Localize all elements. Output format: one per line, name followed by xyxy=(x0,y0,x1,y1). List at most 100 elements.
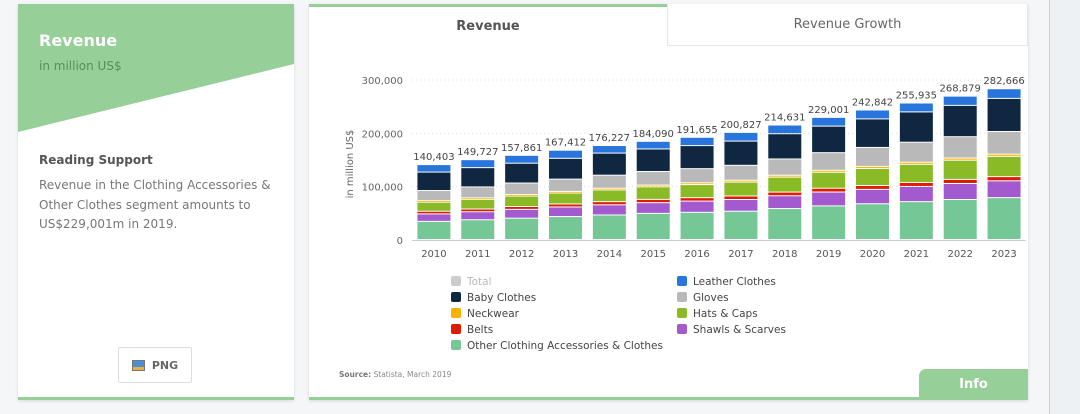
bar-segment xyxy=(812,117,846,126)
banner-shape xyxy=(18,4,294,132)
tab-revenue-growth[interactable]: Revenue Growth xyxy=(667,4,1028,46)
bar-segment xyxy=(943,158,977,160)
bar-segment xyxy=(812,206,846,239)
bar-segment xyxy=(592,190,626,202)
total-data-label: 200,827 xyxy=(720,120,761,131)
bar-segment xyxy=(724,180,758,182)
bar-segment xyxy=(987,156,1021,177)
source-label: Source: xyxy=(339,370,372,379)
png-download-button[interactable]: PNG xyxy=(118,347,192,383)
bar-segment xyxy=(724,200,758,211)
bar-segment xyxy=(899,186,933,202)
bar-segment xyxy=(549,217,582,239)
x-tick-label: 2017 xyxy=(728,249,753,260)
bar-segment xyxy=(856,166,889,168)
bar-segment xyxy=(549,179,582,191)
legend-swatch xyxy=(451,340,461,350)
bar-segment xyxy=(768,209,802,239)
bar-segment xyxy=(943,179,977,183)
bar-segment xyxy=(636,199,670,203)
legend-swatch xyxy=(677,308,687,318)
bar-segment xyxy=(680,146,714,169)
bar-segment xyxy=(856,147,889,166)
bar-segment xyxy=(417,202,451,211)
legend-label: Neckwear xyxy=(467,308,520,320)
y-tick-label: 100,000 xyxy=(362,183,403,194)
total-data-label: 229,001 xyxy=(808,105,849,116)
bar-segment xyxy=(636,149,670,171)
bar-segment xyxy=(505,196,539,206)
bar-segment xyxy=(899,182,933,186)
bar-segment xyxy=(680,169,714,183)
bar-segment xyxy=(505,218,539,239)
reading-support-title: Reading Support xyxy=(39,153,153,167)
bar-segment xyxy=(549,193,582,204)
bar-segment xyxy=(592,215,626,239)
bar-segment xyxy=(812,172,846,188)
x-tick-label: 2021 xyxy=(904,249,929,260)
bar-segment xyxy=(724,141,758,165)
card-title: Revenue xyxy=(39,31,118,50)
legend-swatch xyxy=(451,324,461,334)
bar-segment xyxy=(812,153,846,170)
bar-segment xyxy=(899,112,933,142)
total-data-label: 184,090 xyxy=(633,129,674,140)
bar-segment xyxy=(812,188,846,192)
total-data-label: 191,655 xyxy=(676,125,717,136)
legend-swatch xyxy=(451,292,461,302)
bar-segment xyxy=(505,155,539,163)
page-right-strip xyxy=(1049,0,1080,414)
total-data-label: 255,935 xyxy=(896,91,937,102)
bar-segment xyxy=(724,196,758,199)
tab-revenue[interactable]: Revenue xyxy=(309,4,667,46)
bar-segment xyxy=(417,214,451,221)
total-data-label: 268,879 xyxy=(940,84,981,95)
bar-segment xyxy=(461,220,495,239)
bar-segment xyxy=(461,209,495,212)
bar-segment xyxy=(987,89,1021,98)
bar-segment xyxy=(943,200,977,239)
bar-segment xyxy=(636,213,670,239)
info-button[interactable]: Info xyxy=(919,369,1028,400)
bar-segment xyxy=(987,98,1021,131)
x-tick-label: 2011 xyxy=(465,249,490,260)
bar-segment xyxy=(417,221,451,239)
bar-segment xyxy=(549,191,582,193)
bar-segment xyxy=(417,201,451,202)
legend-label: Belts xyxy=(467,324,493,336)
bar-segment xyxy=(505,194,539,196)
bar-segment xyxy=(943,96,977,105)
bar-segment xyxy=(417,211,451,214)
total-data-label: 242,842 xyxy=(852,97,893,108)
bar-segment xyxy=(856,185,889,189)
bar-segment xyxy=(636,185,670,187)
bar-segment xyxy=(461,187,495,198)
bar-segment xyxy=(417,165,451,172)
bar-segment xyxy=(592,146,626,153)
bar-segment xyxy=(549,150,582,158)
bar-segment xyxy=(987,198,1021,239)
y-axis-label: in million US$ xyxy=(345,130,356,199)
reading-support-text: Revenue in the Clothing Accessories & Ot… xyxy=(39,178,271,231)
bar-segment xyxy=(768,196,802,209)
x-tick-label: 2015 xyxy=(640,249,665,260)
bar-segment xyxy=(680,183,714,185)
bar-segment xyxy=(680,212,714,239)
bar-segment xyxy=(592,205,626,215)
bar-segment xyxy=(592,175,626,188)
legend-swatch xyxy=(677,292,687,302)
bar-segment xyxy=(768,159,802,175)
bar-segment xyxy=(592,188,626,190)
bar-segment xyxy=(812,126,846,153)
bar-segment xyxy=(856,119,889,147)
total-data-label: 157,861 xyxy=(501,143,542,154)
legend-label: Baby Clothes xyxy=(467,292,536,304)
y-tick-label: 300,000 xyxy=(362,76,403,87)
bar-segment xyxy=(461,160,495,168)
bar-segment xyxy=(549,207,582,217)
total-data-label: 167,412 xyxy=(545,138,586,149)
bar-segment xyxy=(856,204,889,239)
bar-segment xyxy=(417,172,451,191)
bar-segment xyxy=(724,132,758,141)
x-tick-label: 2016 xyxy=(684,249,709,260)
